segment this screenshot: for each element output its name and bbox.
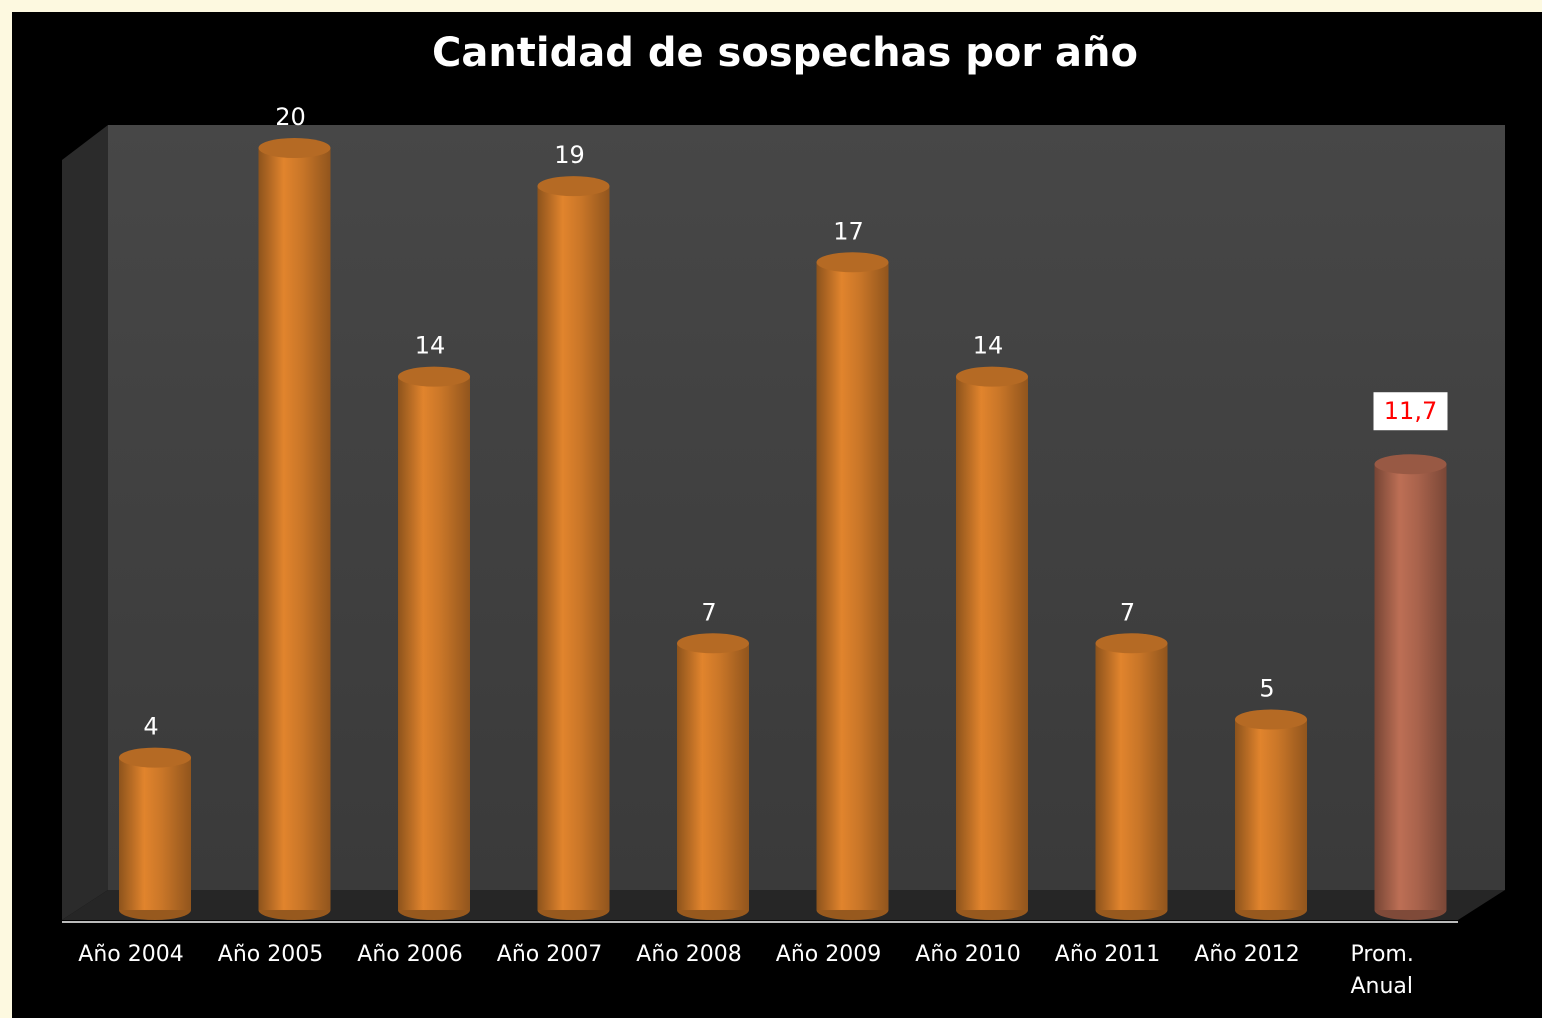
x-tick-label: Año 2006 [357,942,463,967]
bar-top [1235,709,1307,730]
bar-top [956,366,1028,387]
bar [398,376,470,911]
cylinder [537,176,610,920]
bar-top [258,138,331,158]
value-label: 4 [143,713,158,741]
cylinder [956,366,1028,920]
value-label: 20 [275,103,306,131]
value-label: 14 [415,332,446,360]
cylinder [677,633,749,920]
cylinder [258,138,331,920]
cylinder [398,366,470,920]
x-tick-label: Prom. Anual [1350,942,1414,999]
bar [677,643,749,910]
x-tick-label: Año 2012 [1194,942,1300,967]
x-tick-label: Año 2004 [78,942,184,967]
value-label: 7 [1120,598,1135,626]
bar [816,262,889,910]
value-label: 19 [554,141,585,169]
x-tick-label: Año 2007 [496,942,603,967]
value-label: 14 [973,332,1004,360]
cylinder [1095,633,1168,920]
value-label: 17 [833,217,864,245]
bar-top [1374,454,1447,475]
cylinder [119,747,191,920]
bar-top [119,747,191,768]
bar [537,186,610,911]
bar-top [1095,633,1168,654]
bar [119,757,191,910]
bar [956,376,1028,911]
cylinder [816,252,889,920]
bar [1095,643,1168,910]
x-tick-label: Año 2010 [915,942,1021,967]
chart-title: Cantidad de sospechas por año [432,30,1138,76]
label-box [1373,392,1448,431]
bar-top [677,633,749,654]
bar [1235,719,1307,910]
bar [258,148,331,910]
bar [1374,464,1447,910]
x-tick-label: Año 2005 [217,942,324,967]
x-tick-label: Año 2009 [775,942,882,967]
value-label: 5 [1259,675,1274,703]
value-label: 7 [701,598,716,626]
side-wall [62,125,108,920]
chart: Cantidad de sospechas por año 4 20 14 19 7 17… [62,30,1505,923]
bar-top [537,176,610,197]
cylinder [1374,454,1447,920]
chart-area: Cantidad de sospechas por año 4 20 14 19 7 17… [12,12,1542,1018]
x-tick-label: Año 2011 [1054,942,1161,967]
bar-top [398,366,470,387]
cylinder [1235,709,1307,920]
bar-top [816,252,889,273]
x-tick-label: Año 2008 [636,942,742,967]
value-label: 11,7 [1384,397,1437,425]
